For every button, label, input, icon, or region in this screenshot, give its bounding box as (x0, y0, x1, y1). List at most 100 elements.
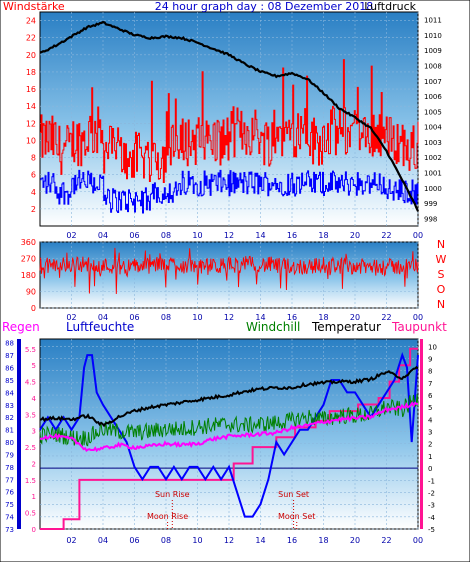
x-tick-label: 02 (66, 313, 76, 322)
x-tick-label: 08 (161, 231, 171, 240)
temperature-y-tick-label: 9 (428, 355, 432, 363)
x-tick-label: 10 (192, 313, 202, 322)
pressure-y-tick-label: 1009 (424, 47, 442, 55)
x-tick-label: 08 (161, 536, 171, 545)
humidity-axis-title: Luftfeuchte (66, 320, 134, 334)
rain-y-tick-label: 1.5 (25, 477, 36, 485)
x-tick-label: 18 (318, 313, 328, 322)
rain-y-tick-label: 4 (32, 395, 37, 403)
humidity-axis-bar (17, 339, 21, 529)
rain-y-tick-label: 5 (32, 362, 36, 370)
wind-y-tick-label: 20 (26, 51, 36, 60)
x-tick-label: 02 (66, 536, 76, 545)
humidity-y-tick-label: 82 (5, 414, 14, 422)
chart-title: 24 hour graph day : 08 Dezember 2018 (155, 0, 374, 13)
compass-label: S (438, 268, 445, 281)
x-tick-label: 14 (255, 231, 265, 240)
direction-y-tick-label: 180 (21, 271, 36, 280)
rain-y-tick-label: 0.5 (25, 510, 36, 518)
x-tick-label: 00 (413, 313, 423, 322)
wind-y-tick-label: 10 (26, 136, 36, 145)
humidity-y-tick-label: 84 (5, 389, 14, 397)
direction-y-tick-label: 90 (26, 288, 36, 297)
rain-y-tick-label: 1 (32, 493, 36, 501)
x-tick-label: 10 (192, 536, 202, 545)
pressure-y-tick-label: 1001 (424, 170, 442, 178)
temperature-y-tick-label: 1 (428, 453, 432, 461)
humidity-y-tick-label: 81 (5, 427, 14, 435)
windchill-legend: Windchill (246, 320, 300, 334)
compass-label: N (437, 238, 445, 251)
humidity-y-tick-label: 85 (5, 377, 14, 385)
x-tick-label: 14 (255, 536, 265, 545)
pressure-axis-title: Luftdruck (364, 0, 416, 13)
x-tick-label: 18 (318, 536, 328, 545)
wind-y-tick-label: 2 (31, 205, 36, 214)
x-tick-label: 18 (318, 231, 328, 240)
wind-y-tick-label: 24 (26, 17, 36, 26)
dewpoint-legend: Taupunkt (391, 320, 447, 334)
rain-y-tick-label: 2 (32, 460, 36, 468)
x-tick-label: 10 (192, 231, 202, 240)
humidity-y-tick-label: 75 (5, 501, 14, 509)
temperature-y-tick-label: -2 (428, 489, 435, 497)
x-tick-label: 00 (413, 231, 423, 240)
direction-y-tick-label: 270 (21, 255, 36, 264)
pressure-y-tick-label: 998 (424, 215, 437, 223)
wind-gust-line (40, 59, 419, 183)
pressure-y-tick-label: 1010 (424, 32, 442, 40)
windchill-line (39, 394, 419, 447)
wind-y-tick-label: 18 (26, 68, 36, 77)
direction-y-tick-label: 0 (31, 304, 36, 313)
x-tick-label: 16 (287, 313, 297, 322)
wind-axis-title: Windstärke (3, 0, 65, 13)
moon-rise-label: Moon Rise (147, 512, 188, 521)
rain-y-tick-label: 2.5 (25, 444, 36, 452)
pressure-y-tick-label: 1002 (424, 154, 442, 162)
humidity-line (39, 352, 419, 518)
temperature-y-tick-label: 6 (428, 392, 433, 400)
wind-y-tick-label: 6 (31, 171, 36, 180)
x-tick-label: 12 (224, 313, 234, 322)
pressure-y-tick-label: 999 (424, 200, 437, 208)
humidity-y-tick-label: 83 (5, 402, 14, 410)
pressure-line (39, 20, 419, 212)
compass-label: O (437, 283, 446, 296)
x-tick-label: 00 (413, 536, 423, 545)
wind-y-tick-label: 22 (26, 34, 36, 43)
temperature-y-tick-label: 8 (428, 368, 432, 376)
x-tick-label: 14 (255, 313, 265, 322)
x-tick-label: 02 (66, 231, 76, 240)
temperature-line (39, 365, 419, 428)
temperature-y-tick-label: -5 (428, 526, 435, 534)
temperature-y-tick-label: -4 (428, 514, 436, 522)
humidity-y-tick-label: 79 (5, 451, 14, 459)
pressure-y-tick-label: 1005 (424, 108, 442, 116)
sun-rise-label: Sun Rise (155, 490, 190, 499)
x-tick-label: 06 (129, 231, 139, 240)
temperature-y-tick-label: 5 (428, 404, 432, 412)
x-tick-label: 20 (350, 231, 360, 240)
dewpoint-axis-bar (420, 339, 423, 529)
temperature-humidity-panel: Sun Rise Sun Set Moon Rise Moon Set 0 0.5 1 1.… (2, 320, 447, 545)
pressure-y-tick-label: 1004 (424, 124, 442, 132)
x-tick-label: 20 (350, 313, 360, 322)
humidity-y-tick-label: 86 (5, 365, 14, 373)
wind-y-tick-label: 12 (26, 119, 36, 128)
humidity-y-tick-label: 76 (5, 489, 14, 497)
x-tick-label: 22 (381, 313, 391, 322)
rain-y-tick-label: 0 (32, 526, 36, 534)
compass-label: N (437, 298, 445, 311)
humidity-y-tick-label: 78 (5, 464, 14, 472)
x-tick-label: 22 (381, 536, 391, 545)
x-tick-label: 04 (98, 536, 108, 545)
rain-y-tick-label: 3 (32, 428, 36, 436)
x-tick-label: 22 (381, 231, 391, 240)
sun-set-label: Sun Set (278, 490, 309, 499)
x-tick-label: 04 (98, 231, 108, 240)
humidity-y-tick-label: 74 (5, 514, 14, 522)
humidity-y-tick-label: 87 (5, 352, 14, 360)
